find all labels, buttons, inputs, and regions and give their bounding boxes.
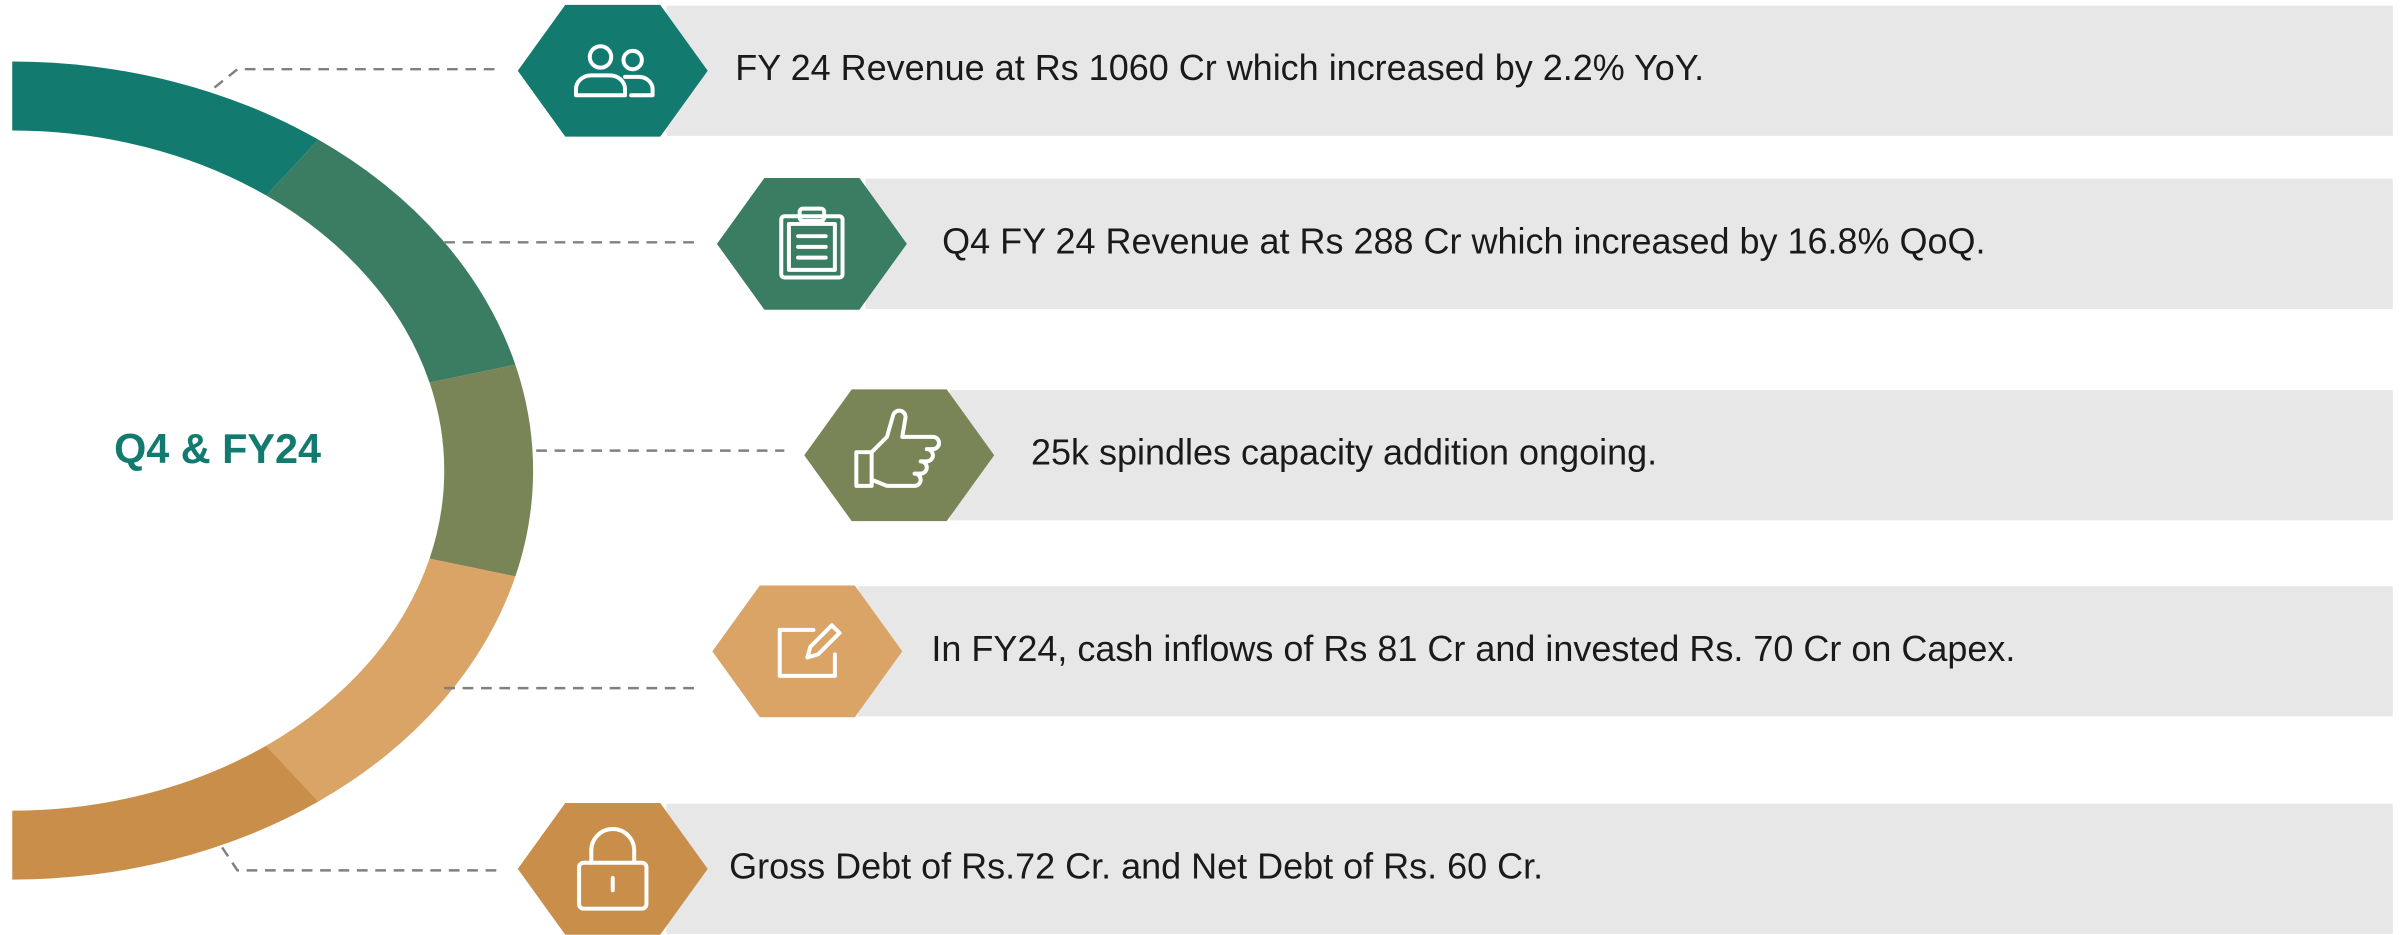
- icon-edit: [777, 623, 842, 678]
- ring-segment: [266, 139, 516, 383]
- item-text: 25k spindles capacity addition ongoing.: [1031, 432, 1657, 473]
- ring: [12, 61, 534, 880]
- item-bar: [949, 390, 2393, 521]
- item-text: FY 24 Revenue at Rs 1060 Cr which increa…: [735, 47, 1704, 88]
- item-text: Q4 FY 24 Revenue at Rs 288 Cr which incr…: [942, 220, 1985, 261]
- connector: [213, 67, 498, 89]
- item-bar: [666, 5, 2393, 136]
- items: FY 24 Revenue at Rs 1060 Cr which increa…: [213, 4, 2393, 935]
- item-bar: [857, 586, 2393, 717]
- hexagon: [517, 802, 708, 935]
- ring-segment: [266, 558, 516, 802]
- icon-people: [573, 44, 655, 98]
- hexagon: [517, 4, 708, 137]
- icon-thumb: [854, 408, 942, 488]
- hexagon: [716, 177, 907, 310]
- item-bar: [865, 178, 2393, 309]
- ring-segment: [12, 745, 319, 880]
- connector: [221, 846, 498, 872]
- icon-lock: [577, 827, 649, 911]
- ring-segment: [12, 61, 319, 196]
- center-label: Q4 & FY24: [114, 426, 321, 472]
- ring-segment: [429, 364, 534, 577]
- hexagon: [804, 389, 995, 522]
- icon-clipboard: [779, 206, 845, 280]
- item-text: In FY24, cash inflows of Rs 81 Cr and in…: [931, 628, 2015, 669]
- item-bar: [666, 803, 2393, 934]
- item-text: Gross Debt of Rs.72 Cr. and Net Debt of …: [729, 845, 1543, 886]
